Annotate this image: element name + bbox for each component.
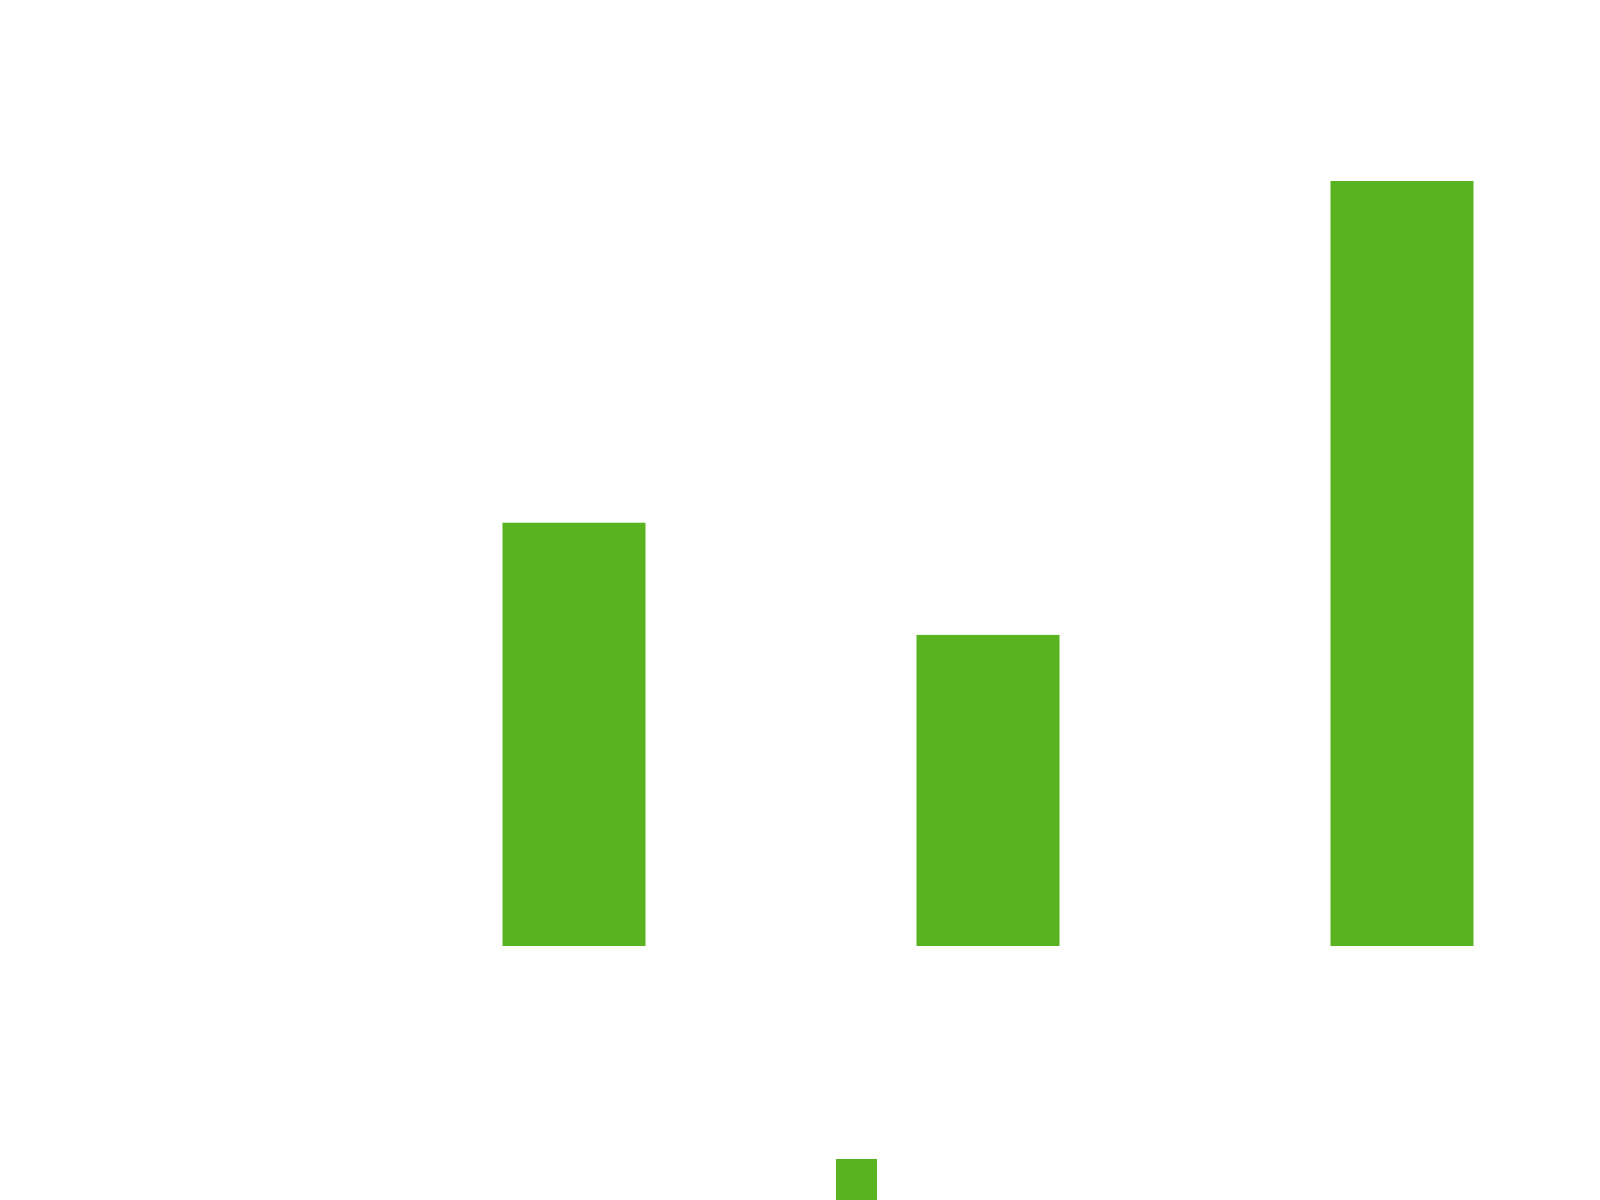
bar	[502, 522, 646, 946]
bar	[1330, 181, 1474, 946]
legend-swatch	[836, 1159, 877, 1200]
bar	[916, 634, 1060, 946]
